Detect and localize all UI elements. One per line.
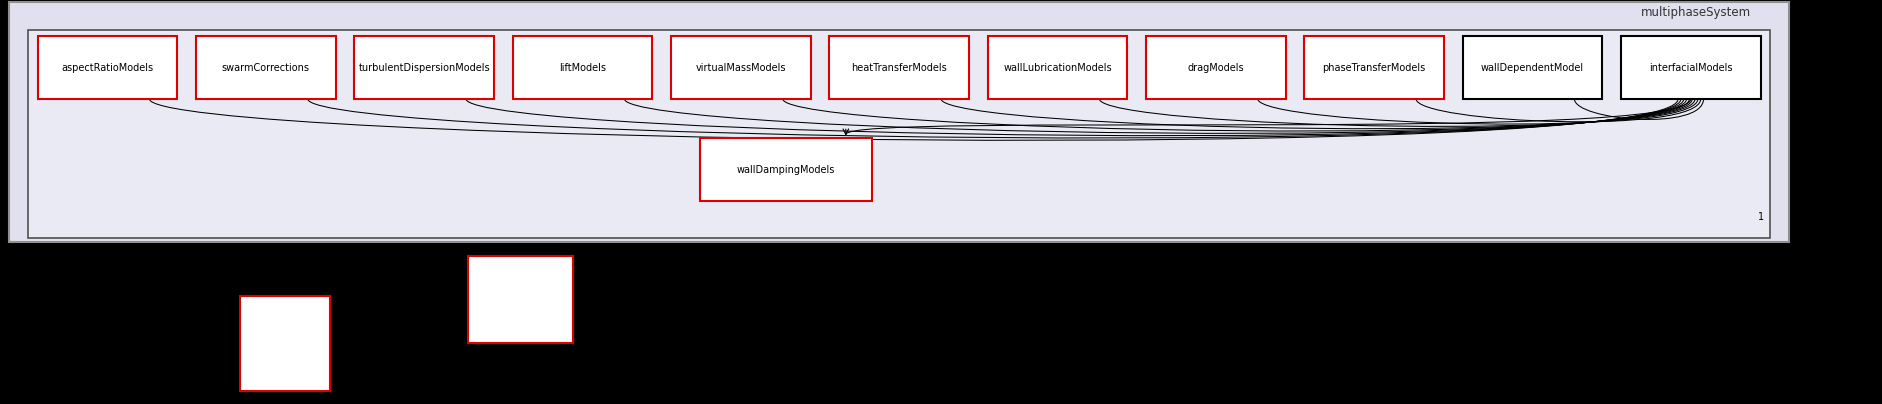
- FancyBboxPatch shape: [1620, 36, 1760, 99]
- FancyBboxPatch shape: [988, 36, 1127, 99]
- Text: heatTransferModels: heatTransferModels: [851, 63, 947, 73]
- FancyBboxPatch shape: [670, 36, 809, 99]
- FancyBboxPatch shape: [512, 36, 651, 99]
- Text: wallDependentModel: wallDependentModel: [1479, 63, 1583, 73]
- Text: dragModels: dragModels: [1188, 63, 1244, 73]
- FancyBboxPatch shape: [38, 36, 177, 99]
- FancyBboxPatch shape: [28, 30, 1769, 238]
- Text: liftModels: liftModels: [559, 63, 606, 73]
- Text: multiphaseSystem: multiphaseSystem: [1641, 6, 1750, 19]
- Text: turbulentDispersionModels: turbulentDispersionModels: [358, 63, 489, 73]
- FancyBboxPatch shape: [1462, 36, 1602, 99]
- Text: virtualMassModels: virtualMassModels: [694, 63, 785, 73]
- Text: wallDampingModels: wallDampingModels: [736, 165, 834, 175]
- FancyBboxPatch shape: [828, 36, 969, 99]
- Text: 1: 1: [1758, 212, 1763, 222]
- FancyBboxPatch shape: [1146, 36, 1285, 99]
- FancyBboxPatch shape: [700, 139, 871, 201]
- Text: swarmCorrections: swarmCorrections: [222, 63, 311, 73]
- FancyBboxPatch shape: [196, 36, 335, 99]
- Text: interfacialModels: interfacialModels: [1649, 63, 1731, 73]
- Text: wallLubricationModels: wallLubricationModels: [1003, 63, 1110, 73]
- Text: aspectRatioModels: aspectRatioModels: [62, 63, 154, 73]
- FancyBboxPatch shape: [9, 2, 1788, 242]
- FancyBboxPatch shape: [354, 36, 493, 99]
- Text: phaseTransferModels: phaseTransferModels: [1321, 63, 1425, 73]
- FancyBboxPatch shape: [1304, 36, 1443, 99]
